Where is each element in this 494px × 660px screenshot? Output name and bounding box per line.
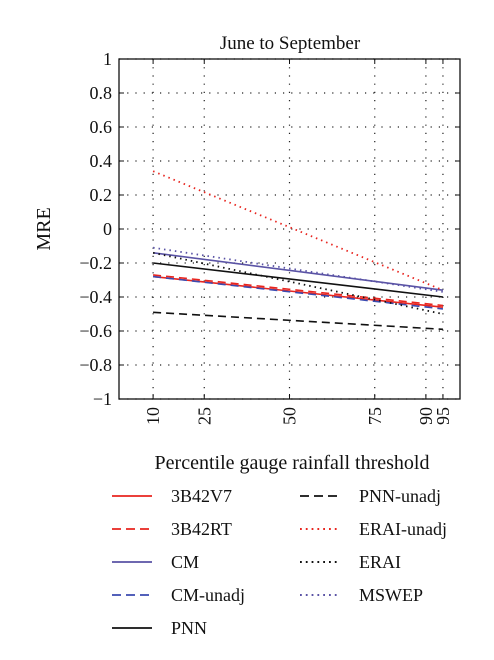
x-tick-label: 75 [365, 407, 385, 425]
x-tick-label: 50 [280, 407, 300, 425]
series-line-3b42v7 [153, 275, 444, 308]
legend-label-3b42rt: 3B42RT [171, 519, 232, 539]
grid-lines [119, 58, 460, 400]
series-line-pnn [153, 262, 444, 298]
x-tick-label: 90 [416, 407, 436, 425]
series-line-cm [152, 252, 444, 291]
y-tick-label: 0.6 [90, 117, 113, 137]
series-line-pnn-unadj [153, 311, 443, 331]
y-tick-label: 0.2 [90, 185, 113, 205]
y-tick-label: 0.4 [90, 151, 113, 171]
legend-label-cm-unadj: CM-unadj [171, 585, 245, 605]
legend-label-pnn: PNN [171, 618, 207, 638]
y-axis-ticks: 1 0.8 0.6 0.4 0.2 0 −0.2 −0.4 −0.6 −0.8 −1 [79, 49, 460, 409]
x-tick-label: 95 [433, 407, 453, 425]
y-tick-label: 1 [103, 49, 112, 69]
legend-label-mswep: MSWEP [359, 585, 423, 605]
chart-title: June to September [220, 33, 361, 54]
series-line-cm-unadj [153, 275, 444, 310]
x-tick-label: 25 [194, 407, 214, 425]
legend-label-erai-unadj: ERAI-unadj [359, 519, 447, 539]
y-tick-label: 0.8 [90, 83, 113, 103]
x-tick-label: 10 [143, 407, 163, 425]
legend-label-cm: CM [171, 552, 199, 572]
y-tick-label: −0.2 [79, 253, 112, 273]
legend-label-3b42v7: 3B42V7 [171, 486, 232, 506]
y-tick-label: −1 [93, 389, 112, 409]
series-line-erai-unadj [152, 170, 444, 292]
x-axis-label: Percentile gauge rainfall threshold [155, 452, 430, 474]
y-tick-label: −0.6 [79, 321, 112, 341]
legend: 3B42V7 3B42RT CM CM-unadj PNN PNN-unadj ERAI-u… [112, 486, 447, 638]
y-tick-label: −0.8 [79, 355, 112, 375]
series-line-3b42rt [153, 274, 444, 307]
series-lines [152, 170, 444, 331]
legend-label-erai: ERAI [359, 552, 401, 572]
y-axis-label: MRE [33, 207, 55, 250]
legend-label-pnn-unadj: PNN-unadj [359, 486, 441, 506]
y-tick-label: 0 [103, 219, 112, 239]
y-tick-label: −0.4 [79, 287, 112, 307]
plot-area-frame [118, 58, 461, 400]
